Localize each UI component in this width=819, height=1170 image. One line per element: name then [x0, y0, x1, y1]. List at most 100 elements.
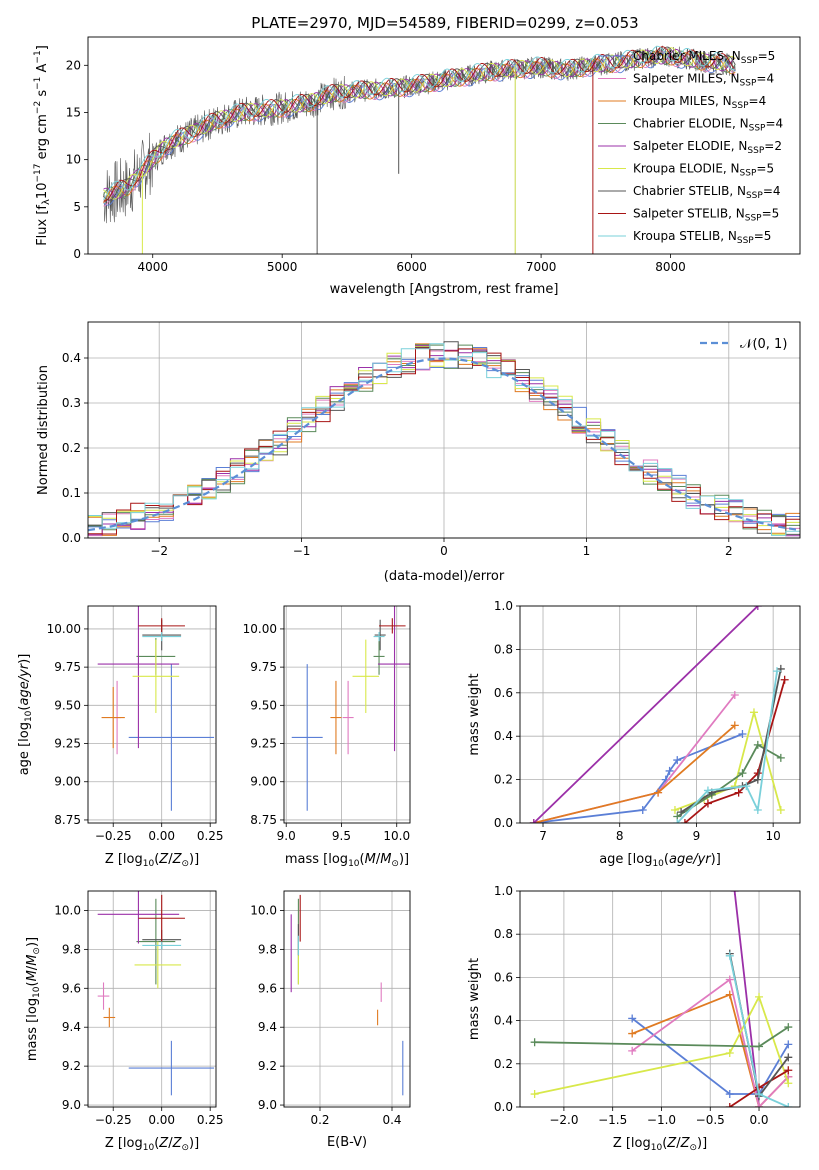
x-tick-label: −1.0 — [647, 1113, 676, 1127]
x-tick-label: 0.25 — [197, 829, 224, 843]
axes-frame — [87, 890, 217, 1108]
series-point-chabrier_miles — [665, 766, 674, 775]
y-tick-label: 0.1 — [62, 486, 81, 500]
x-tick-label: 9 — [693, 829, 701, 843]
series-line-chabrier_miles — [631, 1017, 790, 1095]
x-axis-label: E(B-V) — [327, 1135, 367, 1150]
point-kroupa_stelib — [373, 631, 385, 642]
series-point-chabrier_miles — [638, 805, 647, 814]
y-tick-label: 9.6 — [62, 981, 81, 995]
axes-frame — [87, 321, 801, 539]
x-axis-label: (data-model)/error — [384, 569, 505, 584]
plot-area — [530, 891, 793, 1107]
panel-age_vs_mass: 9.0 9.5 10.0 8.75 9.00 9.25 9.50 9.75 10.00 mass … — [243, 605, 411, 869]
y-tick-label: 0.4 — [494, 729, 513, 743]
y-tick-label: 9.00 — [250, 775, 277, 789]
x-tick-label: 0.00 — [148, 1113, 175, 1127]
point-chabrier_miles — [128, 1040, 215, 1096]
legend-entry-kroupa_elodie: Kroupa ELODIE, NSSP=5 — [633, 162, 774, 179]
panel-spectrum: 4000 5000 6000 7000 8000 0 5 10 15 20 wavelength [… — [33, 36, 801, 297]
x-tick-label: −2.0 — [549, 1113, 578, 1127]
x-tick-label: 6000 — [396, 260, 427, 274]
plot-area — [88, 341, 800, 537]
y-tick-label: 0.6 — [494, 970, 513, 984]
legend-entry-chabrier_stelib: Chabrier STELIB, NSSP=4 — [633, 184, 781, 201]
y-tick-label: 0.8 — [494, 927, 513, 941]
x-tick-label: 2 — [725, 544, 733, 558]
y-tick-label: 1.0 — [494, 884, 513, 898]
normal-reference-curve — [88, 357, 800, 532]
series-point-salpeter_stelib — [703, 799, 712, 808]
y-tick-label: 0.2 — [62, 441, 81, 455]
series-point-salpeter_stelib — [680, 819, 689, 823]
axes-frame — [87, 605, 217, 824]
y-tick-label: 0.8 — [494, 642, 513, 656]
point-chabrier_elodie — [373, 638, 385, 675]
series-point-kroupa_stelib — [673, 819, 682, 823]
series-point-kroupa_miles — [628, 1029, 637, 1038]
series-line-salpeter_miles — [631, 978, 789, 1107]
series-point-salpeter_miles — [755, 1103, 764, 1107]
x-tick-label: 10.0 — [383, 829, 410, 843]
panel-residuals: −2 −1 0 1 2 0.0 0.1 0.2 0.3 0.4 (data-model)/error… — [36, 321, 801, 584]
y-tick-label: 8.75 — [250, 813, 277, 827]
y-tick-label: 9.25 — [250, 737, 277, 751]
y-tick-label: 0 — [73, 247, 81, 261]
panel-mass_vs_ebv: 0.2 0.4 9.0 9.2 9.4 9.6 9.8 10.0 E(B-V) — [250, 890, 411, 1150]
y-tick-label: 9.0 — [62, 1098, 81, 1112]
model-line-kroupa_stelib — [103, 45, 736, 200]
x-tick-label: −0.25 — [95, 1113, 132, 1127]
x-tick-label: −2 — [150, 544, 168, 558]
series-point-kroupa_miles — [730, 721, 739, 730]
series-point-kroupa_stelib — [755, 1090, 764, 1099]
series-point-salpeter_elodie — [529, 819, 538, 823]
point-chabrier_miles — [128, 664, 215, 811]
point-kroupa_stelib — [142, 631, 182, 642]
series-point-kroupa_miles — [654, 788, 663, 797]
y-tick-label: 10.0 — [250, 903, 277, 917]
y-tick-label: 15 — [66, 105, 81, 119]
point-salpeter_miles — [342, 680, 354, 755]
y-tick-label: 10.00 — [47, 622, 81, 636]
plot-area — [529, 606, 789, 823]
point-salpeter_stelib — [379, 618, 406, 634]
y-tick-label: 9.6 — [258, 981, 277, 995]
y-tick-label: 9.75 — [250, 660, 277, 674]
point-kroupa_miles — [330, 680, 342, 755]
y-axis-label: mass [log10(M/M⊙)] — [25, 937, 42, 1061]
axes-frame — [519, 890, 801, 1108]
y-tick-label: 0.6 — [494, 686, 513, 700]
y-tick-label: 1.0 — [494, 599, 513, 613]
series-point-salpeter_miles — [730, 690, 739, 699]
series-point-kroupa_elodie — [530, 1090, 539, 1099]
y-axis-label: age [log10(age/yr)] — [17, 654, 34, 776]
y-axis-label: mass weight — [467, 673, 482, 755]
model-line-salpeter_elodie — [103, 48, 736, 199]
series-point-chabrier_stelib — [784, 1053, 793, 1062]
x-tick-label: 0.4 — [382, 1113, 401, 1127]
point-salpeter_elodie — [97, 891, 180, 944]
x-tick-label: 8000 — [655, 260, 686, 274]
y-tick-label: 0.0 — [494, 816, 513, 830]
series-point-chabrier_miles — [725, 1090, 734, 1099]
x-tick-label: −1.5 — [598, 1113, 627, 1127]
x-axis-label: wavelength [Angstrom, rest frame] — [330, 282, 559, 297]
legend-entry-kroupa_stelib: Kroupa STELIB, NSSP=5 — [633, 229, 771, 246]
series-line-salpeter_elodie — [533, 606, 759, 823]
x-tick-label: 7000 — [526, 260, 557, 274]
series-point-salpeter_stelib — [725, 1103, 734, 1107]
x-tick-label: 5000 — [267, 260, 298, 274]
x-tick-label: −1 — [293, 544, 311, 558]
x-tick-label: 7 — [539, 829, 547, 843]
y-tick-label: 0.2 — [494, 1057, 513, 1071]
model-line-chabrier_stelib — [103, 46, 736, 201]
legend-entry-chabrier_miles: Chabrier MILES, NSSP=5 — [633, 49, 775, 66]
plot-area — [291, 606, 410, 811]
legend-entry-kroupa_miles: Kroupa MILES, NSSP=4 — [633, 94, 766, 111]
y-tick-label: 9.00 — [54, 775, 81, 789]
y-tick-label: 10.00 — [243, 622, 277, 636]
x-axis-label: mass [log10(M/M⊙)] — [285, 852, 409, 869]
y-tick-label: 8.75 — [54, 813, 81, 827]
panel-age_vs_Z: −0.25 0.00 0.25 8.75 9.00 9.25 9.50 9.75 10.00 Z … — [17, 605, 224, 869]
